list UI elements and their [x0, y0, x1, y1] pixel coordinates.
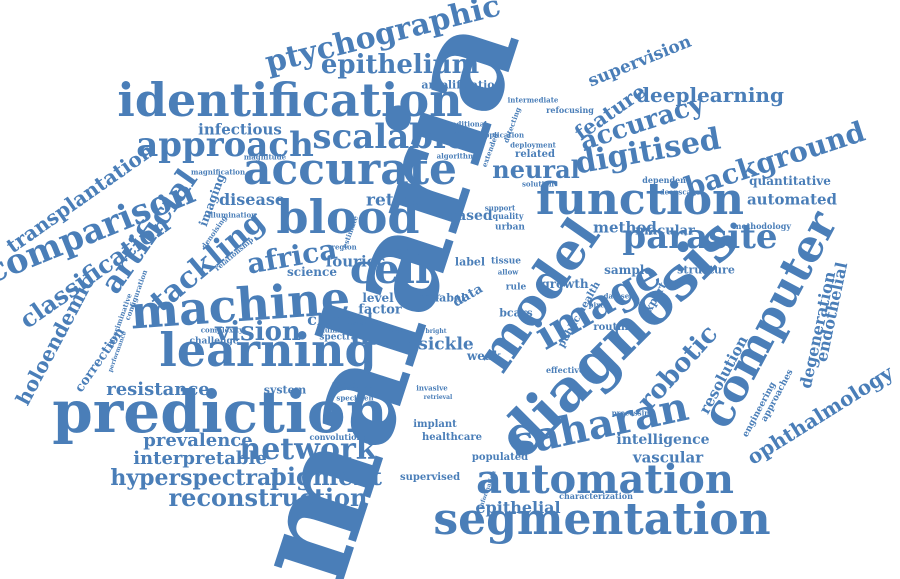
word-implant: implant: [413, 419, 457, 430]
word-amplification: amplification: [421, 78, 503, 92]
word-function: function: [535, 174, 745, 225]
word-routine: routine: [593, 322, 635, 333]
word-hyperspectral: hyperspectral: [110, 465, 280, 491]
word-fourier: fourier: [325, 252, 385, 271]
word-identification: identification: [117, 73, 463, 127]
word-tissue: tissue: [491, 256, 521, 267]
word-scalable: scalable: [312, 117, 468, 157]
word-methodology: methodology: [733, 221, 791, 231]
word-pigment: pigment: [270, 462, 382, 491]
word-structure: structure: [677, 263, 735, 277]
word-approach: approach: [136, 125, 314, 165]
word-support: support: [484, 203, 516, 213]
word-dataset: dataset: [603, 291, 633, 301]
word-retinal: retinal: [366, 190, 430, 211]
word-film: film: [349, 318, 411, 351]
word-vision: vision: [215, 317, 301, 347]
word-complexity: complexity: [200, 325, 244, 335]
word-vascular: vascular: [632, 448, 704, 467]
word-predict: predict: [331, 380, 373, 391]
word-magnitude: magnitude: [243, 152, 287, 162]
word-traditional: traditional: [445, 119, 487, 129]
word-characterization: characterization: [559, 491, 633, 501]
word-epithelium: epithelium: [320, 50, 480, 80]
word-specimen: specimen: [336, 393, 374, 403]
word-deployment: deployment: [510, 140, 556, 150]
word-error: error: [419, 291, 441, 301]
word-quality: quality: [492, 211, 524, 221]
word-rule: rule: [505, 282, 527, 293]
word-reconstruction: reconstruction: [168, 483, 368, 512]
word-healthcare: healthcare: [422, 432, 482, 443]
word-pixel: pixel: [588, 300, 608, 310]
word-clinical: clinical: [307, 310, 373, 329]
word-effective: effective: [545, 365, 585, 375]
word-dependent: dependent: [642, 175, 690, 185]
word-convolutional: convolutional: [309, 432, 371, 442]
word-supervision: supervision: [585, 31, 695, 92]
word-magnification: magnification: [190, 167, 246, 177]
word-bcars: bcars: [499, 306, 533, 320]
word-populated: populated: [471, 452, 529, 463]
word-interpretable: interpretable: [133, 448, 267, 469]
word-intermediate: intermediate: [507, 95, 559, 105]
word-based: based: [447, 208, 493, 224]
word-science: science: [287, 265, 337, 279]
word-deeplearning: deeplearning: [636, 83, 784, 107]
word-supervised: supervised: [399, 472, 461, 483]
word-learning: learning: [159, 323, 377, 377]
word-sample: sample: [604, 263, 652, 277]
word-field: label: [434, 291, 466, 305]
word-prevalence: prevalence: [143, 430, 253, 451]
word-related: related: [515, 149, 555, 160]
word-illumination: illumination: [207, 210, 257, 220]
word-retrieval: retrieval: [423, 394, 453, 401]
word-cell: cell: [349, 246, 431, 293]
word-growth: growth: [541, 277, 589, 291]
word-algorithm: algorithm: [436, 151, 476, 161]
word-resistance: resistance: [106, 379, 210, 400]
word-application: application: [479, 130, 525, 140]
word-sickle: sickle: [418, 334, 474, 355]
word-intelligence: intelligence: [616, 432, 710, 448]
word-macular: macular: [635, 223, 695, 239]
word-disease: disease: [218, 190, 286, 209]
word-method: method: [593, 218, 657, 237]
word-parasite: parasite: [622, 217, 778, 257]
word-region: region: [331, 242, 357, 252]
word-label: label: [454, 255, 486, 269]
word-automated: automated: [746, 190, 838, 209]
word-quantitative: quantitative: [749, 174, 831, 188]
word-refocusing: refocusing: [546, 105, 594, 115]
word-epithelial: epithelial: [475, 498, 561, 517]
word-weak: weak: [466, 349, 502, 363]
word-invasive: invasive: [416, 383, 448, 393]
word-accurate: accurate: [242, 144, 458, 195]
word-neural: neural: [492, 155, 580, 184]
word-number: number: [319, 325, 351, 335]
word-processing: processing: [611, 408, 655, 418]
word-network: network: [239, 432, 377, 467]
word-factor: factor: [358, 302, 402, 318]
word-bright: bright: [425, 328, 447, 335]
word-deepscan: deepscan: [659, 187, 697, 197]
word-stem: stem: [376, 242, 420, 261]
word-spectra: spectra: [319, 332, 357, 343]
word-solution: solution: [521, 179, 555, 189]
word-allow: allow: [497, 267, 519, 277]
word-blood: blood: [276, 190, 420, 244]
word-automation: automation: [476, 456, 734, 503]
word-infectious: infectious: [198, 120, 282, 139]
word-urban: urban: [495, 222, 525, 233]
word-segmentation: segmentation: [433, 494, 771, 545]
word-level: level: [362, 291, 394, 305]
word-challenge: challenge: [189, 336, 239, 347]
word-system: system: [263, 383, 307, 397]
word-prediction: prediction: [52, 378, 388, 446]
